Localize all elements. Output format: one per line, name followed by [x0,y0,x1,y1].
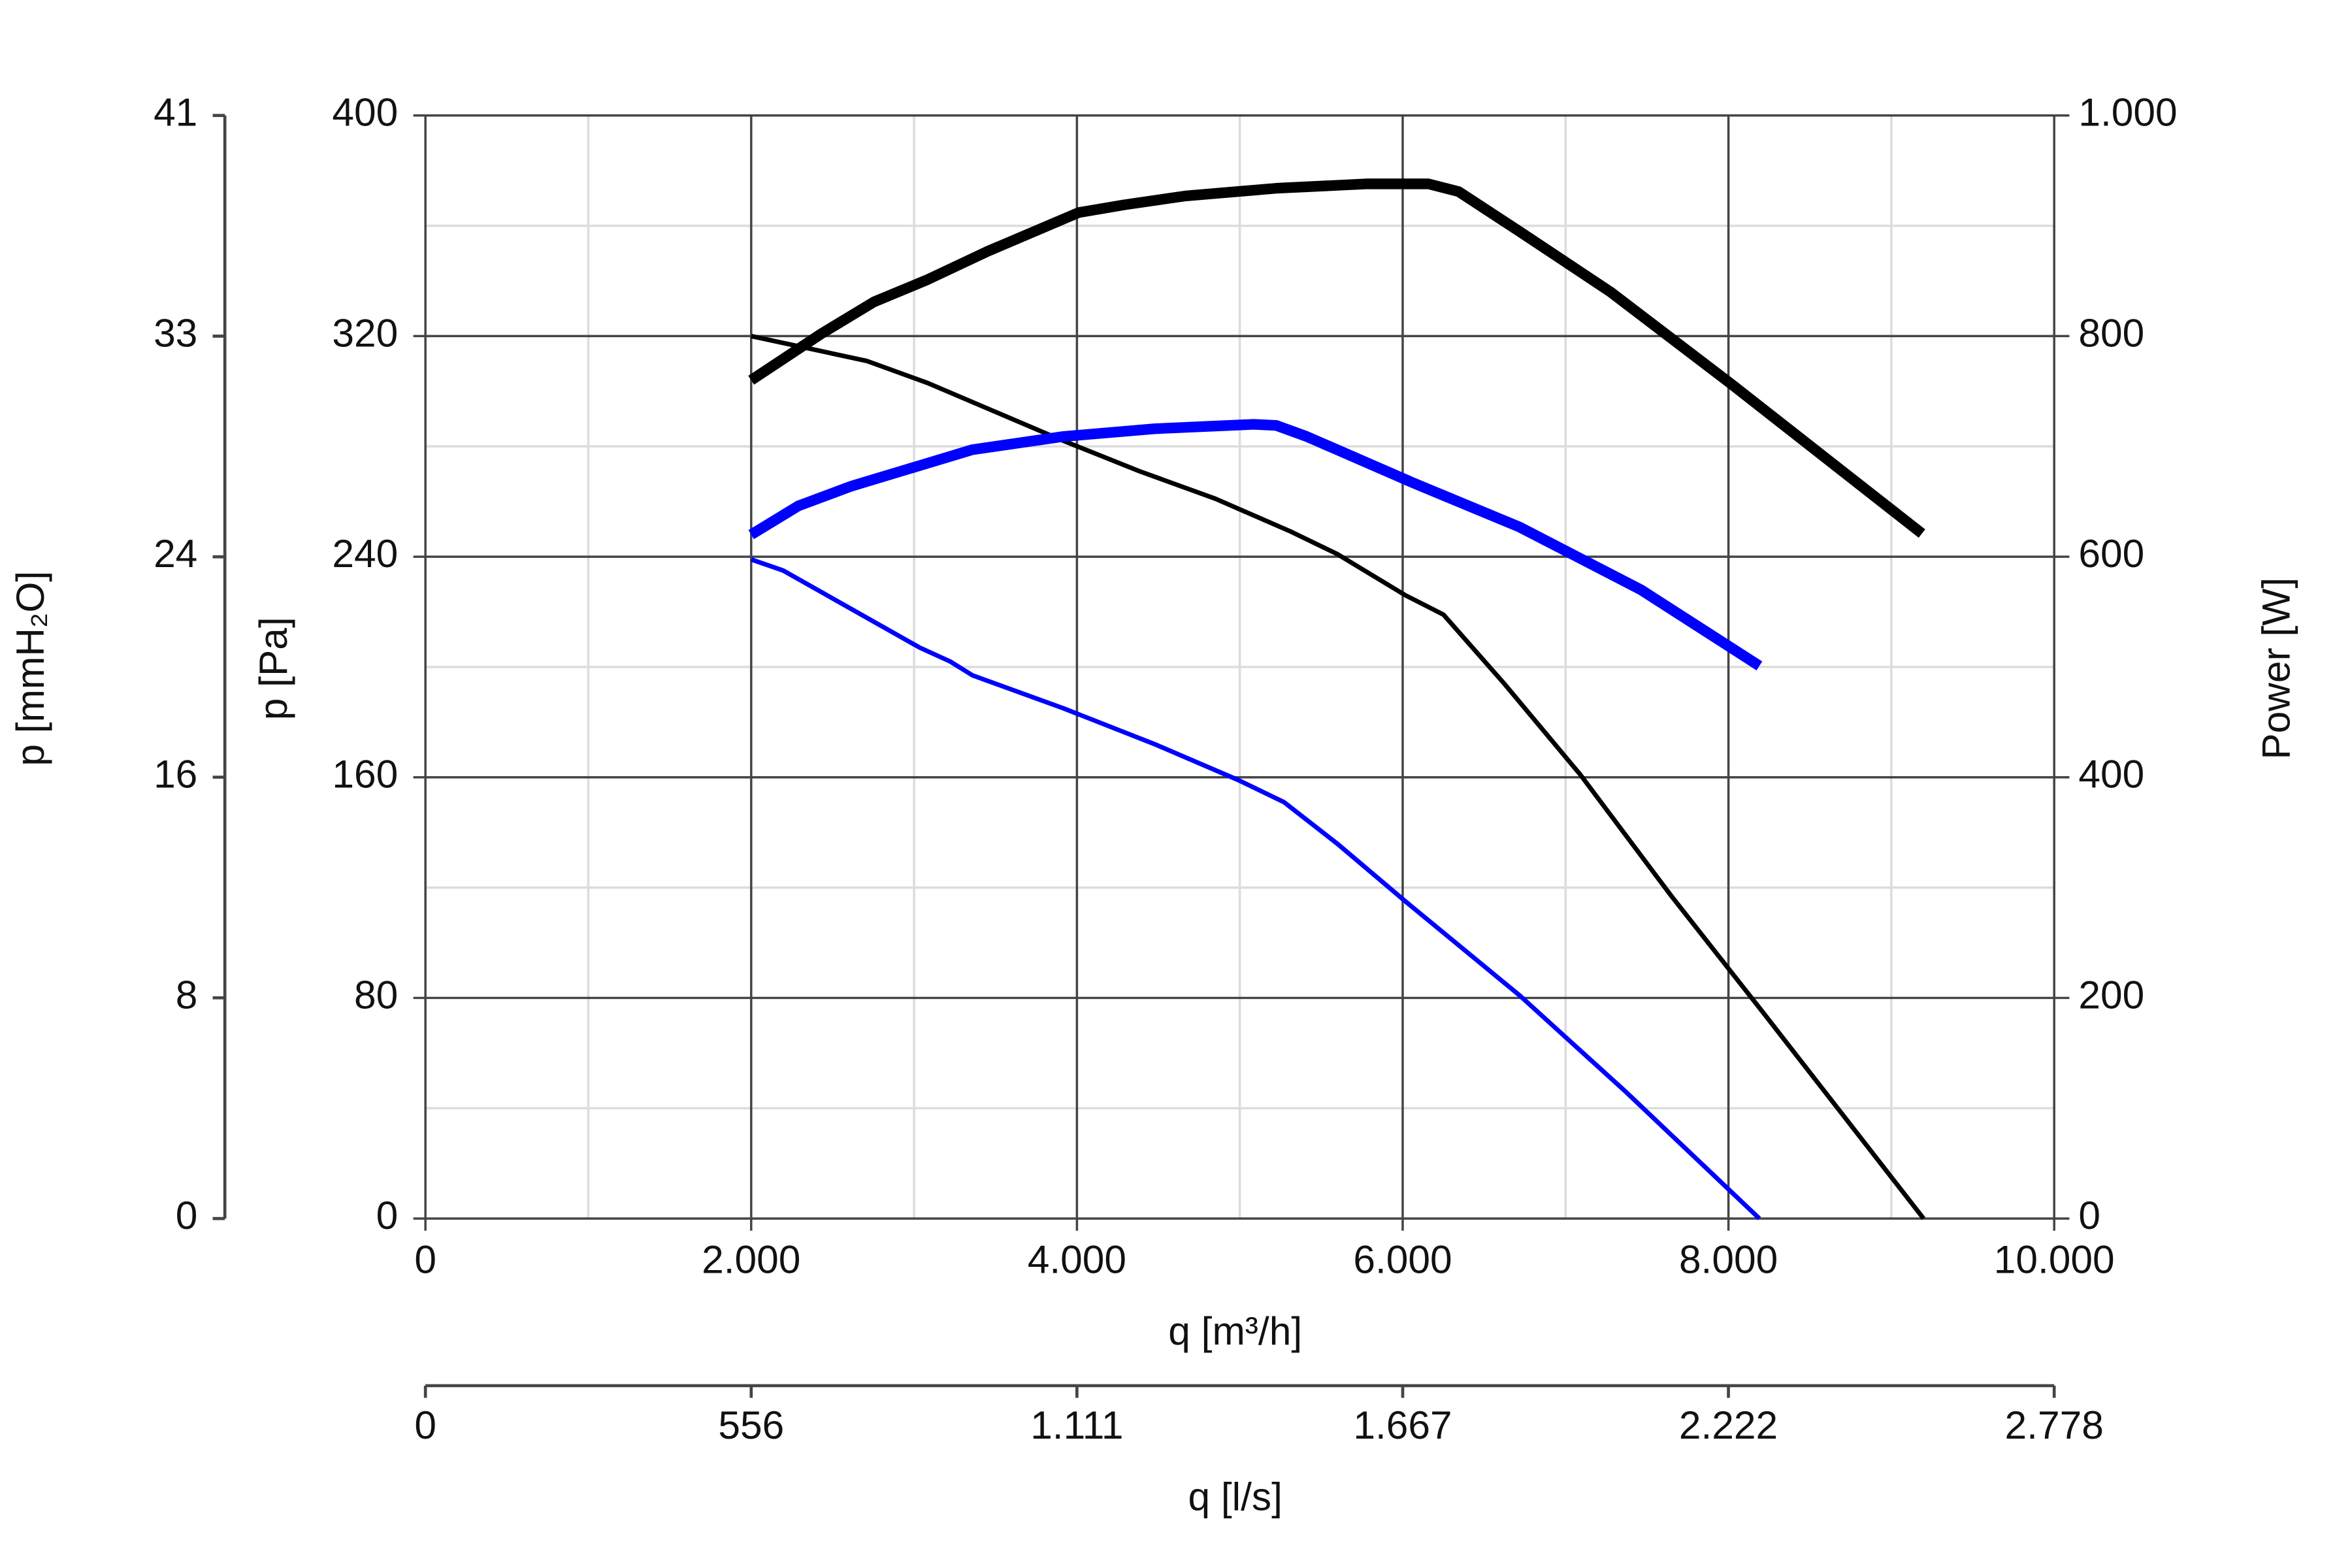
y3-tick-label: 0 [176,1193,198,1237]
x2-tick-label: 2.778 [2005,1403,2104,1447]
x-axis-title: q [m³/h] [1168,1309,1302,1353]
x-tick-label: 2.000 [702,1237,800,1282]
y2-axis-title: Power [W] [2253,578,2298,760]
x-tick-label: 10.000 [1994,1237,2115,1282]
y-tick-label: 240 [332,531,398,576]
y2-tick-label: 1.000 [2078,90,2177,135]
y-axis-title: p [Pa] [251,617,295,720]
y2-tick-label: 200 [2078,972,2144,1017]
x2-tick-label: 2.222 [1679,1403,1778,1447]
y2-tick-label: 800 [2078,310,2144,355]
x-tick-label: 8.000 [1679,1237,1778,1282]
y-tick-label: 320 [332,310,398,355]
series-line [750,557,1761,1220]
x2-tick-label: 1.667 [1353,1403,1452,1447]
series-line [751,334,1926,1220]
x2-tick-label: 1.111 [1030,1403,1123,1447]
x-tick-label: 6.000 [1353,1237,1452,1282]
y-tick-label: 400 [332,90,398,135]
y-tick-label: 0 [376,1193,399,1237]
y2-tick-label: 400 [2078,752,2144,796]
y-tick-label: 160 [332,752,398,796]
x2-tick-label: 0 [414,1403,436,1447]
y3-tick-label: 8 [176,972,198,1017]
x-tick-label: 4.000 [1028,1237,1126,1282]
y3-tick-label: 41 [154,90,197,135]
series-line [748,178,1925,538]
y3-axis-title: p [mmH₂O] [8,571,52,766]
x2-axis-title: q [l/s] [1188,1474,1282,1518]
x-tick-label: 0 [414,1237,436,1282]
y3-tick-label: 16 [154,752,197,796]
series-line [748,419,1763,671]
y3-tick-label: 33 [154,310,197,355]
y3-tick-label: 24 [154,531,197,576]
x2-tick-label: 556 [718,1403,784,1447]
y2-tick-label: 600 [2078,531,2144,576]
y2-tick-label: 0 [2078,1193,2100,1237]
y-tick-label: 80 [354,972,398,1017]
